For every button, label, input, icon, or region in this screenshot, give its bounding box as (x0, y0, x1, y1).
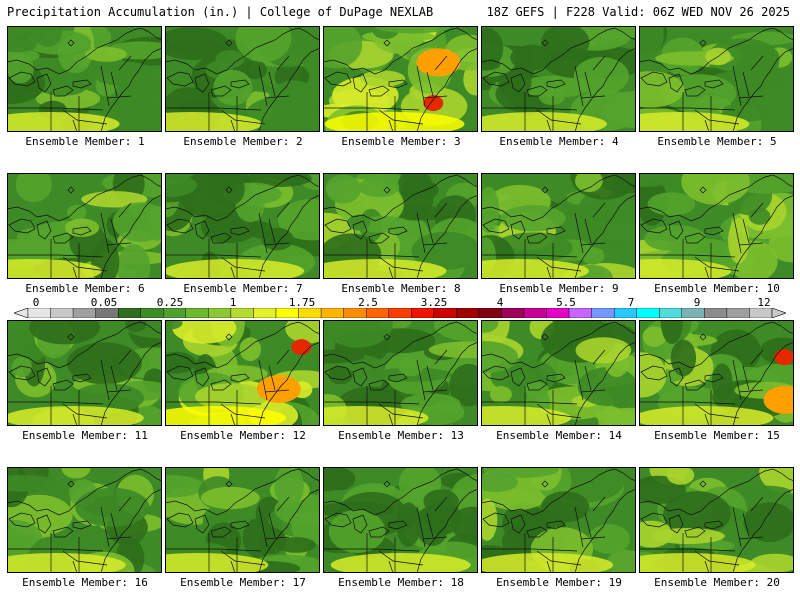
colorbar-tick-label: 0.05 (90, 296, 118, 309)
colorbar (14, 308, 786, 318)
colorbar-tick-label: 0 (32, 296, 40, 309)
ensemble-map-7 (165, 173, 320, 279)
member-label-16: Ensemble Member: 16 (22, 576, 148, 589)
member-label-5: Ensemble Member: 5 (657, 135, 777, 148)
ensemble-map-16 (7, 467, 162, 573)
member-label-15: Ensemble Member: 15 (654, 429, 780, 442)
colorbar-tick-label: 9 (693, 296, 701, 309)
ensemble-map-12 (165, 320, 320, 426)
member-label-9: Ensemble Member: 9 (499, 282, 619, 295)
ensemble-map-14 (481, 320, 636, 426)
member-label-3: Ensemble Member: 3 (341, 135, 461, 148)
ensemble-map-8 (323, 173, 478, 279)
colorbar-tick-label: 5.5 (556, 296, 576, 309)
colorbar-tick-label: 7 (627, 296, 635, 309)
member-label-17: Ensemble Member: 17 (180, 576, 306, 589)
colorbar-tick-label: 1 (229, 296, 237, 309)
ensemble-map-15 (639, 320, 794, 426)
ensemble-map-11 (7, 320, 162, 426)
member-label-8: Ensemble Member: 8 (341, 282, 461, 295)
member-label-11: Ensemble Member: 11 (22, 429, 148, 442)
ensemble-map-20 (639, 467, 794, 573)
member-label-4: Ensemble Member: 4 (499, 135, 619, 148)
ensemble-map-19 (481, 467, 636, 573)
member-label-2: Ensemble Member: 2 (183, 135, 303, 148)
member-label-6: Ensemble Member: 6 (25, 282, 145, 295)
colorbar-tick-label: 1.75 (288, 296, 316, 309)
member-label-12: Ensemble Member: 12 (180, 429, 306, 442)
member-label-10: Ensemble Member: 10 (654, 282, 780, 295)
ensemble-map-10 (639, 173, 794, 279)
ensemble-map-13 (323, 320, 478, 426)
ensemble-map-5 (639, 26, 794, 132)
member-label-13: Ensemble Member: 13 (338, 429, 464, 442)
member-label-19: Ensemble Member: 19 (496, 576, 622, 589)
colorbar-tick-label: 4 (496, 296, 504, 309)
member-label-14: Ensemble Member: 14 (496, 429, 622, 442)
member-label-20: Ensemble Member: 20 (654, 576, 780, 589)
ensemble-map-3 (323, 26, 478, 132)
colorbar-tick-label: 0.25 (156, 296, 184, 309)
page-title: Precipitation Accumulation (in.) | Colle… (7, 5, 434, 19)
ensemble-map-9 (481, 173, 636, 279)
member-label-1: Ensemble Member: 1 (25, 135, 145, 148)
ensemble-map-17 (165, 467, 320, 573)
ensemble-map-18 (323, 467, 478, 573)
run-info: 18Z GEFS | F228 Valid: 06Z WED NOV 26 20… (486, 5, 790, 19)
ensemble-map-2 (165, 26, 320, 132)
member-label-7: Ensemble Member: 7 (183, 282, 303, 295)
colorbar-tick-label: 3.25 (420, 296, 448, 309)
member-label-18: Ensemble Member: 18 (338, 576, 464, 589)
ensemble-map-1 (7, 26, 162, 132)
colorbar-tick-label: 12 (757, 296, 771, 309)
ensemble-map-6 (7, 173, 162, 279)
ensemble-map-4 (481, 26, 636, 132)
colorbar-tick-label: 2.5 (358, 296, 378, 309)
